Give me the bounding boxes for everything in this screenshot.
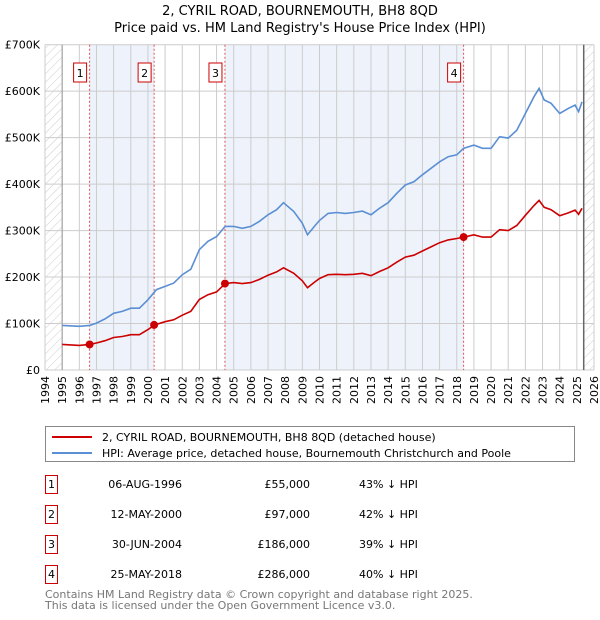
footer: Contains HM Land Registry data © Crown c… bbox=[45, 589, 473, 611]
legend-label-property: 2, CYRIL ROAD, BOURNEMOUTH, BH8 8QD (det… bbox=[102, 430, 436, 444]
sale-label-box bbox=[447, 62, 462, 83]
transaction-row: 4 25-MAY-2018 £286,000 40% ↓ HPI bbox=[45, 565, 545, 585]
x-tick-label: 2025 bbox=[571, 376, 584, 404]
transaction-price: £97,000 bbox=[264, 508, 311, 521]
x-tick-label: 2006 bbox=[245, 376, 258, 404]
y-tick-label: £500K bbox=[5, 132, 41, 145]
x-tick-label: 2011 bbox=[331, 376, 344, 404]
x-tick-label: 2021 bbox=[502, 376, 515, 404]
shaded-period-1-2 bbox=[89, 44, 155, 370]
x-tick-label: 2003 bbox=[193, 376, 206, 404]
sale-label-box bbox=[73, 62, 88, 83]
legend-label-hpi: HPI: Average price, detached house, Bour… bbox=[102, 446, 511, 460]
sale-label-box bbox=[137, 62, 152, 83]
x-tick-label: 2008 bbox=[279, 376, 292, 404]
transaction-row: 2 12-MAY-2000 £97,000 42% ↓ HPI bbox=[45, 505, 545, 525]
x-tick-label: 2019 bbox=[468, 376, 481, 404]
x-tick-label: 1997 bbox=[90, 376, 103, 404]
transaction-hpi-diff: 42% ↓ HPI bbox=[359, 508, 418, 521]
x-tick-label: 2001 bbox=[159, 376, 172, 404]
transaction-date: 12-MAY-2000 bbox=[110, 508, 182, 521]
sale-label-box bbox=[208, 62, 223, 83]
y-tick-label: £400K bbox=[5, 178, 41, 191]
legend-swatch-blue bbox=[52, 452, 92, 454]
x-tick-label: 1996 bbox=[73, 376, 86, 404]
y-tick-label: £700K bbox=[5, 39, 41, 52]
x-tick-label: 2022 bbox=[519, 376, 532, 404]
transaction-row: 3 30-JUN-2004 £186,000 39% ↓ HPI bbox=[45, 535, 545, 555]
x-tick-label: 2012 bbox=[348, 376, 361, 404]
legend: 2, CYRIL ROAD, BOURNEMOUTH, BH8 8QD (det… bbox=[45, 426, 575, 462]
chart-title: 2, CYRIL ROAD, BOURNEMOUTH, BH8 8QD bbox=[162, 4, 438, 19]
transaction-row: 1 06-AUG-1996 £55,000 43% ↓ HPI bbox=[45, 475, 545, 495]
transaction-hpi-diff: 40% ↓ HPI bbox=[359, 568, 418, 581]
y-tick-label: £200K bbox=[5, 271, 41, 284]
y-tick-label: £100K bbox=[5, 318, 41, 331]
x-tick-label: 2018 bbox=[451, 376, 464, 404]
transaction-date: 25-MAY-2018 bbox=[110, 568, 182, 581]
x-tick-label: 2023 bbox=[537, 376, 550, 404]
x-tick-label: 1999 bbox=[125, 376, 138, 404]
x-tick-label: 2005 bbox=[228, 376, 241, 404]
sale-point bbox=[85, 340, 94, 349]
x-tick-label: 2017 bbox=[434, 376, 447, 404]
x-tick-label: 2007 bbox=[262, 376, 275, 404]
sale-label-number: 2 bbox=[141, 67, 148, 80]
transaction-number-badge: 1 bbox=[45, 475, 58, 494]
hpi-line bbox=[62, 86, 583, 328]
footer-line-2: This data is licensed under the Open Gov… bbox=[45, 599, 396, 612]
transaction-price: £286,000 bbox=[257, 568, 311, 581]
x-tick-label: 2013 bbox=[365, 376, 378, 404]
sale-label-number: 4 bbox=[451, 67, 458, 80]
transaction-number-badge: 2 bbox=[45, 505, 58, 524]
sale-label-number: 3 bbox=[212, 67, 219, 80]
transaction-hpi-diff: 39% ↓ HPI bbox=[359, 538, 418, 551]
sale-point bbox=[220, 279, 229, 288]
property-price-line bbox=[62, 199, 583, 347]
x-tick-label: 2002 bbox=[176, 376, 189, 404]
x-tick-label: 2015 bbox=[399, 376, 412, 404]
hatch-pre-data bbox=[45, 44, 63, 370]
x-tick-label: 2024 bbox=[554, 376, 567, 404]
transaction-date: 06-AUG-1996 bbox=[108, 478, 182, 491]
price-chart: 1994 1995 1996 1997 1998 1999 2000 2001 2002 2003… bbox=[5, 39, 600, 404]
chart-subtitle: Price paid vs. HM Land Registry's House … bbox=[114, 21, 486, 36]
x-tick-label: 2016 bbox=[416, 376, 429, 404]
x-tick-label: 2014 bbox=[382, 376, 395, 404]
x-tick-label: 2000 bbox=[142, 376, 155, 404]
x-tick-label: 2009 bbox=[296, 376, 309, 404]
y-tick-label: £600K bbox=[5, 85, 41, 98]
transaction-price: £55,000 bbox=[264, 478, 311, 491]
legend-item-property: 2, CYRIL ROAD, BOURNEMOUTH, BH8 8QD (det… bbox=[52, 429, 436, 445]
sale-label-number: 1 bbox=[77, 67, 84, 80]
footer-line-1: Contains HM Land Registry data © Crown c… bbox=[45, 588, 473, 601]
x-tick-label: 2026 bbox=[588, 376, 600, 404]
x-tick-label: 2004 bbox=[211, 376, 224, 404]
hatch-post-data bbox=[583, 44, 594, 370]
legend-swatch-red bbox=[52, 436, 92, 438]
transaction-number-badge: 3 bbox=[45, 535, 58, 554]
x-tick-label: 1994 bbox=[39, 376, 52, 404]
transaction-number-badge: 4 bbox=[45, 565, 58, 584]
legend-item-hpi: HPI: Average price, detached house, Bour… bbox=[52, 445, 511, 461]
shaded-period-3-4 bbox=[224, 44, 464, 370]
y-tick-label: £0 bbox=[26, 364, 40, 377]
x-tick-label: 1998 bbox=[108, 376, 121, 404]
x-tick-label: 1995 bbox=[56, 376, 69, 404]
y-tick-label: £300K bbox=[5, 225, 41, 238]
transaction-date: 30-JUN-2004 bbox=[111, 538, 182, 551]
x-tick-label: 2020 bbox=[485, 376, 498, 404]
transaction-hpi-diff: 43% ↓ HPI bbox=[359, 478, 418, 491]
sale-point bbox=[150, 320, 159, 329]
sale-point bbox=[459, 233, 468, 242]
x-tick-label: 2010 bbox=[314, 376, 327, 404]
transaction-price: £186,000 bbox=[257, 538, 311, 551]
